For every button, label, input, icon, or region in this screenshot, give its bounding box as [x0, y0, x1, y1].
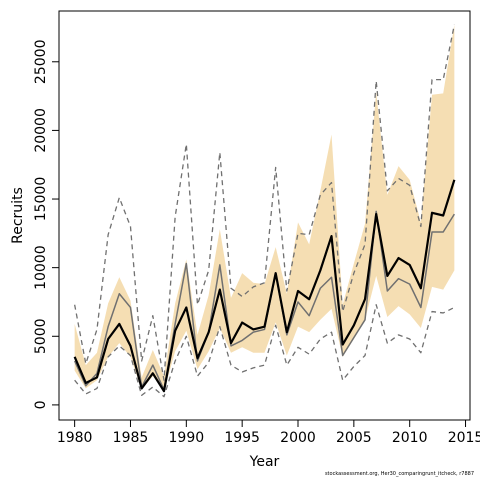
- x-tick-label: 2005: [336, 430, 372, 446]
- y-tick-label: 20000: [33, 108, 49, 153]
- y-tick-label: 10000: [33, 245, 49, 290]
- plot-area: [73, 24, 456, 398]
- x-tick-label: 1985: [113, 430, 149, 446]
- x-tick-label: 1980: [57, 430, 93, 446]
- x-tick-label: 1995: [224, 430, 260, 446]
- x-tick-label: 2015: [448, 430, 480, 446]
- confidence-band: [74, 24, 455, 392]
- dashed-series-line: [74, 24, 455, 381]
- y-tick-label: 0: [33, 400, 49, 409]
- y-axis: 0 5000 10000 15000 20000 25000: [33, 40, 59, 409]
- x-axis: 1980 1985 1990 1995 2000 2005 2010 2015: [57, 420, 480, 446]
- alternate-series-line: [73, 210, 455, 391]
- y-tick-label: 25000: [33, 40, 49, 85]
- footer-note: stockassessment.org, Her30_comparingrunt…: [324, 471, 474, 477]
- estimate-series-line: [73, 179, 456, 393]
- dashed-series-line: [74, 304, 455, 398]
- y-tick-label: 5000: [33, 318, 49, 354]
- x-tick-label: 1990: [169, 430, 205, 446]
- x-axis-label: Year: [249, 454, 280, 470]
- y-axis-label: Recruits: [10, 187, 26, 244]
- plot-frame: [58, 10, 471, 421]
- x-tick-label: 2010: [392, 430, 428, 446]
- x-tick-label: 2000: [280, 430, 316, 446]
- y-tick-label: 15000: [33, 177, 49, 222]
